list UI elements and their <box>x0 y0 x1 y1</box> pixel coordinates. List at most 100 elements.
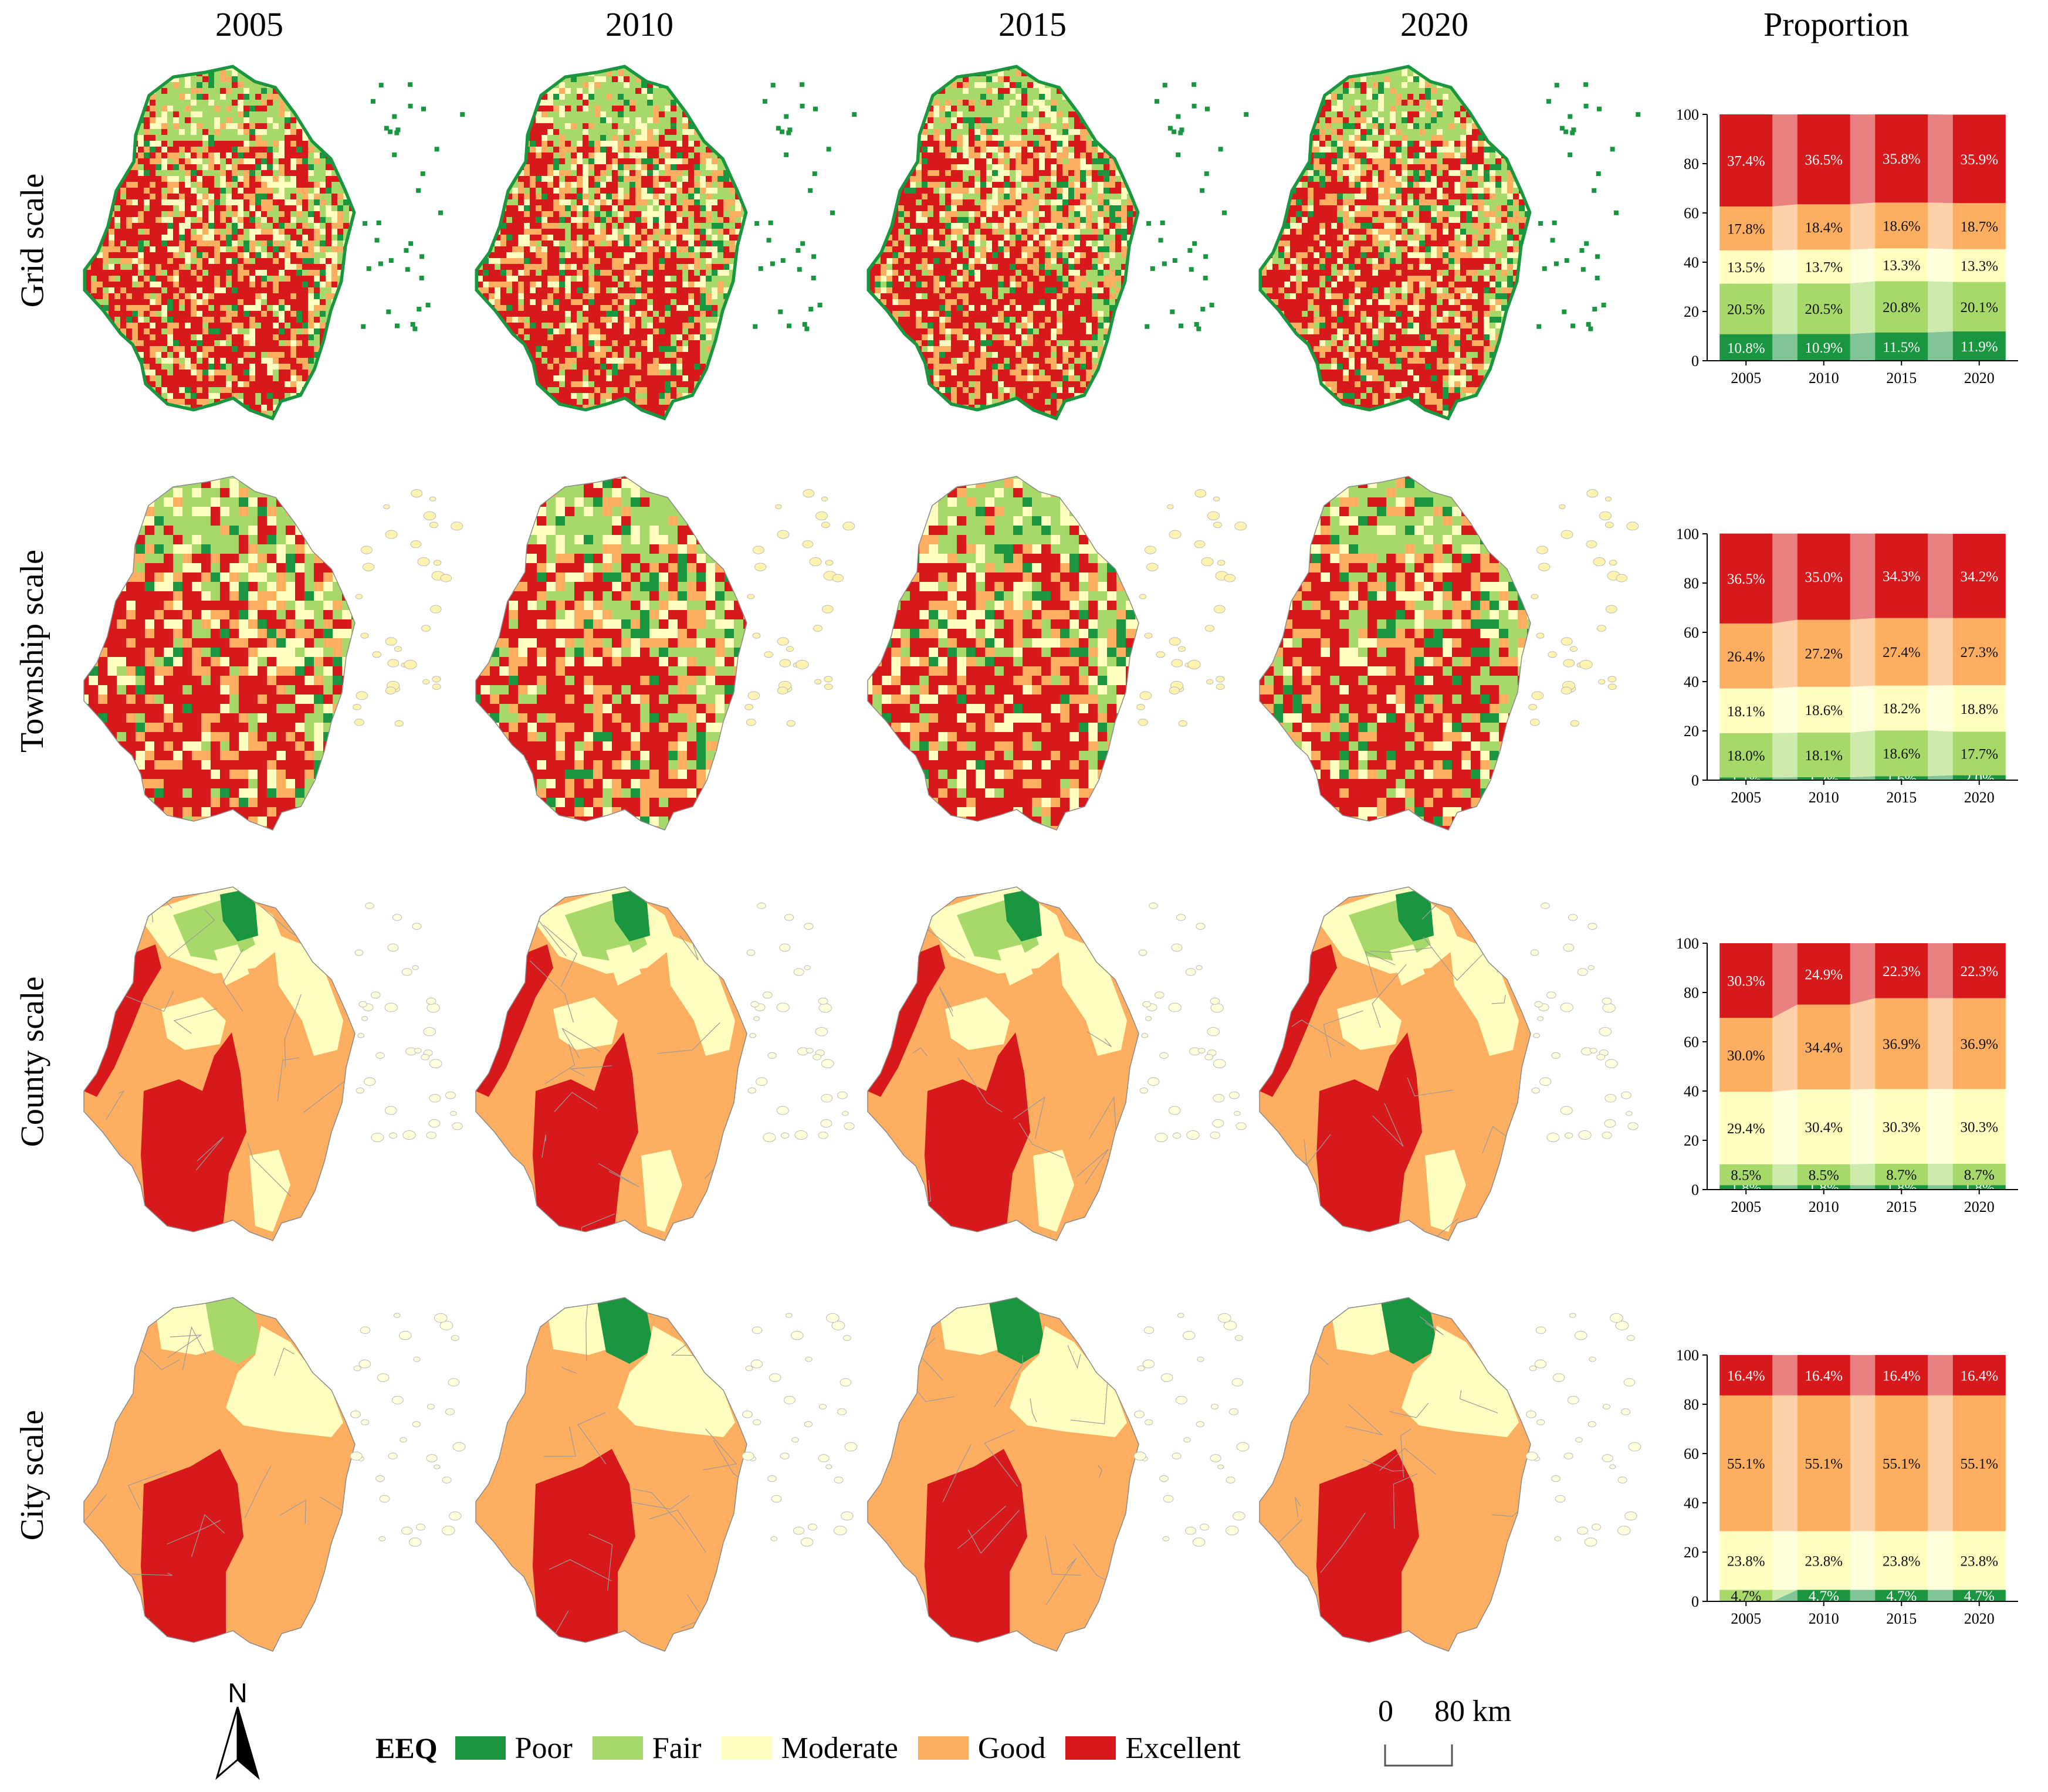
connector-good-0 <box>1772 1395 1797 1532</box>
scale-bar-end: 80 km <box>1434 1694 1511 1729</box>
connector-moderate-2 <box>1928 1531 1953 1590</box>
row-label-grid: Grid scale <box>0 53 65 428</box>
connector-moderate-2 <box>1928 248 1953 282</box>
data-label-moderate-2015: 13.3% <box>1883 258 1921 273</box>
y-tick-label: 0 <box>1691 1181 1699 1198</box>
x-tick-label: 2020 <box>1964 1198 1995 1215</box>
bar-poor-2005 <box>1719 1185 1773 1190</box>
y-tick-label: 60 <box>1684 1034 1699 1051</box>
data-label-excellent-2015: 34.3% <box>1883 569 1921 585</box>
bar-excellent-2015 <box>1875 1355 1928 1395</box>
connector-good-2 <box>1928 1395 1953 1532</box>
connector-moderate-1 <box>1850 685 1876 733</box>
bar-moderate-2010 <box>1797 1531 1850 1590</box>
data-label-excellent-2005: 30.3% <box>1727 974 1765 990</box>
legend-swatch-excellent <box>1065 1736 1116 1760</box>
col-header-2005: 2005 <box>132 5 367 44</box>
y-tick-label: 40 <box>1684 1083 1699 1100</box>
legend: EEQ Poor Fair Moderate Good Excellent <box>375 1716 1261 1780</box>
bar-good-2005 <box>1719 206 1773 250</box>
data-label-good-2020: 27.3% <box>1960 645 1998 660</box>
bar-poor-2010 <box>1797 334 1850 361</box>
x-tick-label: 2010 <box>1809 370 1839 387</box>
y-tick-label: 80 <box>1684 984 1699 1001</box>
bar-moderate-2005 <box>1719 1531 1773 1590</box>
legend-swatch-fair <box>592 1736 643 1760</box>
x-tick-label: 2005 <box>1731 1198 1761 1215</box>
connector-good-0 <box>1772 619 1797 689</box>
bar-poor-2010 <box>1797 1185 1850 1190</box>
y-tick-label: 60 <box>1684 205 1699 222</box>
bar-excellent-2005 <box>1719 114 1773 207</box>
connector-excellent-1 <box>1850 943 1876 1005</box>
connector-excellent-1 <box>1850 114 1876 205</box>
bar-poor-2020 <box>1952 1590 2006 1601</box>
data-label-good-2010: 18.4% <box>1805 220 1843 236</box>
proportion-chart-county: 1.8%8.5%29.4%30.0%30.3%1.8%8.5%30.4%34.4… <box>1676 935 2018 1215</box>
x-tick-label: 2005 <box>1731 1610 1761 1627</box>
data-label-excellent-2020: 35.9% <box>1960 152 1998 168</box>
data-label-moderate-2005: 18.1% <box>1727 704 1765 720</box>
row-label-county: County scale <box>0 874 65 1249</box>
bar-excellent-2005 <box>1719 1355 1773 1395</box>
y-tick-label: 100 <box>1676 1347 1699 1364</box>
proportion-chart-city: 4.7%23.8%55.1%16.4%4.7%23.8%55.1%16.4%4.… <box>1676 1347 2018 1627</box>
x-tick-label: 2010 <box>1809 1198 1839 1215</box>
data-label-fair-2010: 8.5% <box>1809 1168 1839 1184</box>
connector-good-2 <box>1928 618 1953 686</box>
bar-poor-2005 <box>1719 777 1773 780</box>
row-label-city-text: City scale <box>13 1410 51 1540</box>
connector-good-0 <box>1772 1004 1797 1092</box>
bar-good-2010 <box>1797 1395 1850 1532</box>
x-tick-label: 2020 <box>1964 789 1995 806</box>
y-tick-label: 20 <box>1684 1132 1699 1149</box>
connector-moderate-0 <box>1772 1089 1797 1164</box>
bar-good-2015 <box>1875 998 1928 1089</box>
data-label-moderate-2010: 18.6% <box>1805 703 1843 719</box>
data-label-excellent-2015: 16.4% <box>1883 1368 1921 1384</box>
row-label-county-text: County scale <box>13 977 51 1147</box>
bar-fair-2005 <box>1719 1164 1773 1185</box>
eeq-map-township-2015 <box>867 476 1247 831</box>
data-label-moderate-2020: 23.8% <box>1960 1553 1998 1569</box>
scale-bar-zero: 0 <box>1378 1694 1393 1729</box>
x-tick-label: 2015 <box>1886 789 1917 806</box>
bar-poor-2015 <box>1875 332 1928 361</box>
connector-poor-2 <box>1928 1590 1953 1601</box>
data-label-moderate-2005: 23.8% <box>1727 1553 1765 1569</box>
data-label-good-2015: 36.9% <box>1883 1036 1921 1052</box>
bar-moderate-2015 <box>1875 1531 1928 1590</box>
bar-good-2015 <box>1875 618 1928 686</box>
bar-good-2010 <box>1797 1004 1850 1090</box>
bar-excellent-2020 <box>1952 114 2006 204</box>
bar-fair-2005 <box>1719 283 1773 334</box>
bar-excellent-2005 <box>1719 533 1773 624</box>
bar-fair-2010 <box>1797 283 1850 334</box>
connector-fair-2 <box>1928 281 1953 333</box>
connector-moderate-2 <box>1928 685 1953 732</box>
bar-poor-2015 <box>1875 1185 1928 1190</box>
bar-good-2010 <box>1797 204 1850 250</box>
eeq-map-county-2015 <box>867 886 1247 1241</box>
bar-good-2005 <box>1719 1395 1773 1532</box>
data-label-fair-2015: 18.6% <box>1883 746 1921 762</box>
data-label-good-2020: 36.9% <box>1960 1036 1998 1052</box>
data-label-excellent-2010: 35.0% <box>1805 570 1843 585</box>
bar-poor-2010 <box>1797 1590 1850 1601</box>
connector-excellent-0 <box>1772 114 1797 207</box>
bar-excellent-2005 <box>1719 943 1773 1018</box>
legend-swatch-good <box>918 1736 969 1760</box>
connector-fair-2 <box>1928 730 1953 777</box>
bar-poor-2020 <box>1952 331 2006 361</box>
col-header-2020: 2020 <box>1317 5 1552 44</box>
row-label-township: Township scale <box>0 463 65 839</box>
scale-bar: 0 80 km <box>1370 1694 1558 1782</box>
data-label-fair-2020: 8.7% <box>1964 1167 1995 1183</box>
data-label-moderate-2010: 23.8% <box>1805 1553 1843 1569</box>
bar-poor-2010 <box>1797 777 1850 780</box>
bar-moderate-2020 <box>1952 685 2006 732</box>
y-tick-label: 0 <box>1691 1593 1699 1610</box>
legend-label-excellent: Excellent <box>1125 1731 1240 1766</box>
bar-good-2020 <box>1952 998 2006 1089</box>
bar-moderate-2010 <box>1797 249 1850 284</box>
